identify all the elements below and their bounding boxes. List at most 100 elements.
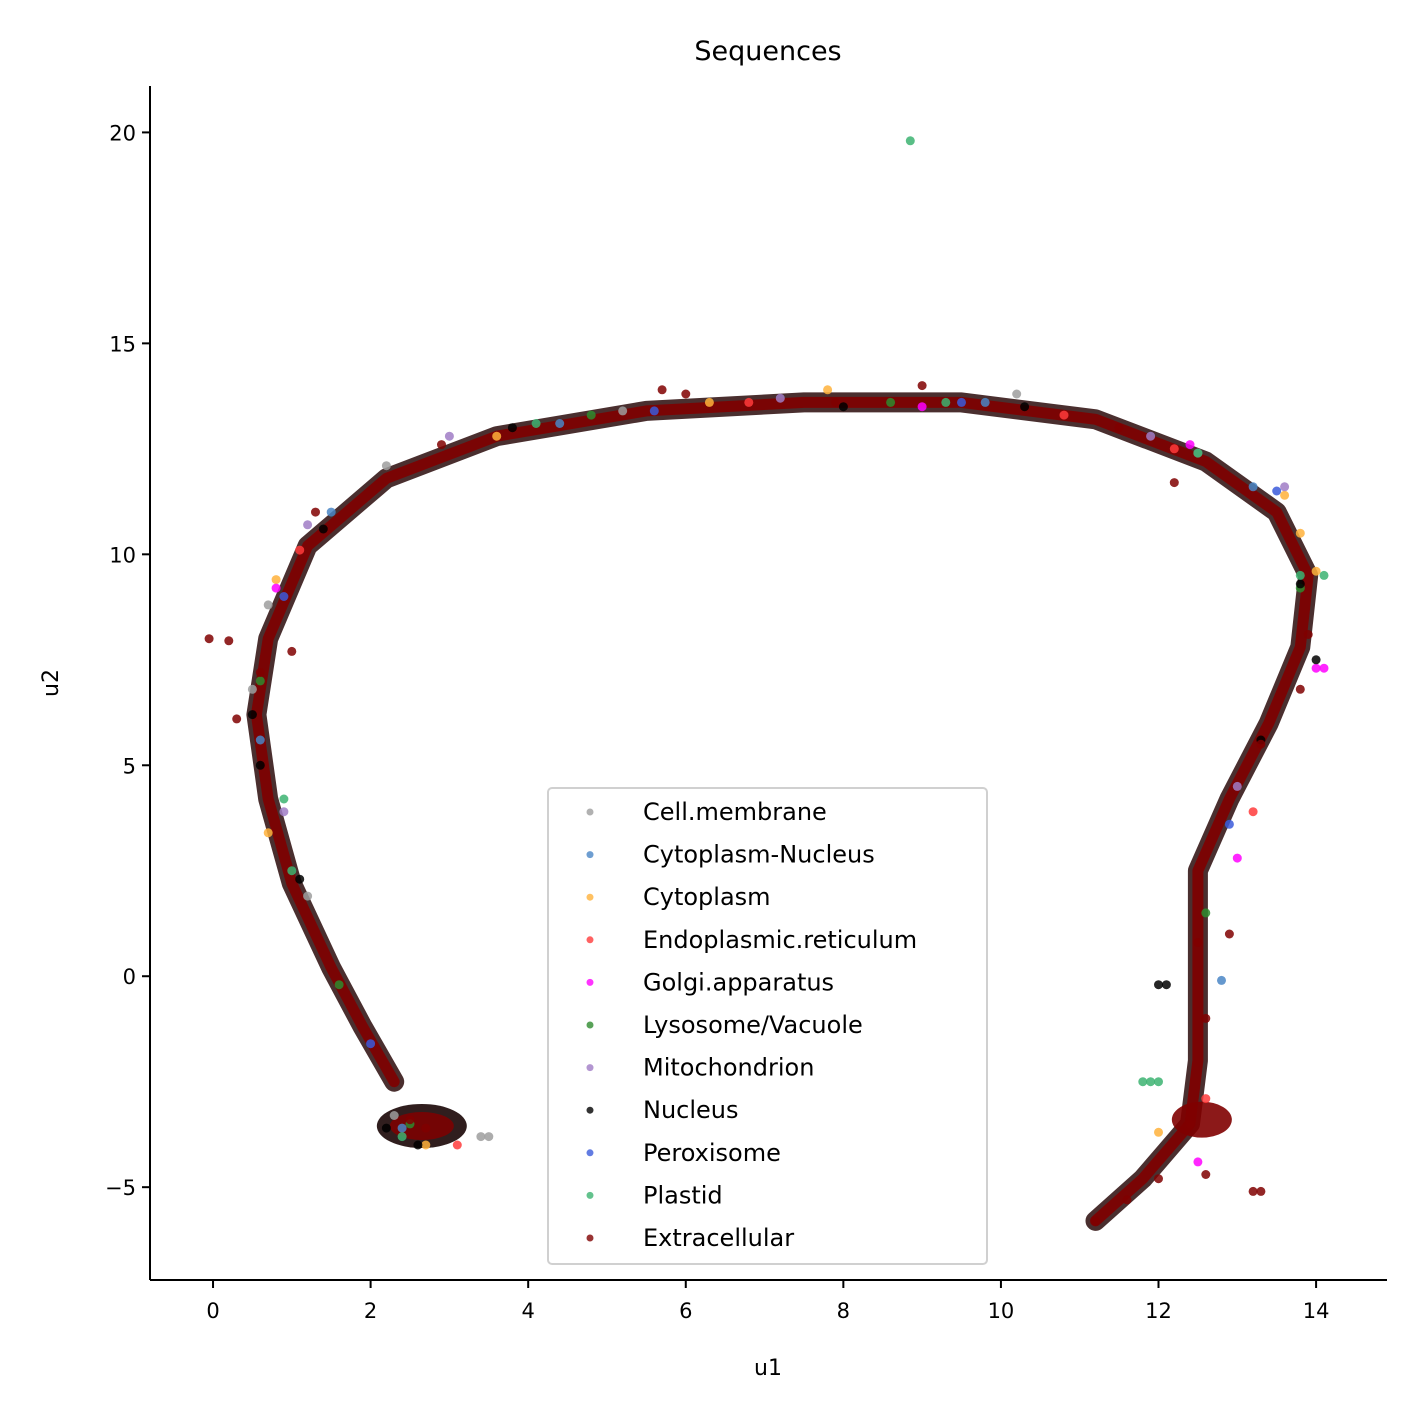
data-point <box>1154 980 1163 990</box>
data-point <box>1154 1077 1163 1087</box>
x-tick-label: 6 <box>679 1299 692 1323</box>
legend-label: Lysosome/Vacuole <box>643 1011 863 1039</box>
data-point <box>326 507 336 517</box>
data-point <box>886 397 896 407</box>
data-point <box>1303 630 1313 639</box>
data-point <box>1311 655 1321 665</box>
data-point <box>1280 482 1290 492</box>
data-point <box>287 866 297 876</box>
x-tick-label: 10 <box>988 1299 1015 1323</box>
data-point <box>1059 410 1069 420</box>
data-point <box>775 393 785 403</box>
legend-label: Endoplasmic.reticulum <box>643 926 917 954</box>
data-point <box>1248 482 1258 492</box>
data-point <box>1185 440 1195 450</box>
data-point <box>1319 570 1329 580</box>
data-point <box>311 507 320 517</box>
legend-marker <box>586 1021 594 1029</box>
legend-label: Mitochondrion <box>643 1054 814 1082</box>
y-tick-label: 10 <box>109 543 136 567</box>
data-point <box>204 634 214 644</box>
legend-label: Peroxisome <box>643 1139 781 1167</box>
cluster-spread <box>1171 1101 1232 1138</box>
x-tick-label: 14 <box>1303 1299 1330 1323</box>
legend-label: Cell.membrane <box>643 798 827 826</box>
data-point <box>397 1123 407 1133</box>
data-point <box>271 575 281 585</box>
data-point <box>1146 431 1156 441</box>
data-point <box>1232 781 1242 791</box>
data-point <box>381 461 391 471</box>
data-point <box>444 431 454 441</box>
data-point <box>1193 1157 1203 1167</box>
data-point <box>255 668 265 677</box>
data-point <box>263 600 273 610</box>
data-point <box>389 1111 399 1120</box>
data-point <box>618 406 628 416</box>
data-point <box>823 385 833 395</box>
data-point <box>334 980 344 990</box>
data-point <box>224 636 234 646</box>
data-point <box>704 397 714 407</box>
data-point <box>492 431 502 441</box>
x-tick-label: 2 <box>364 1299 377 1323</box>
legend-marker <box>586 1191 594 1199</box>
data-point <box>1256 1186 1266 1196</box>
data-point <box>318 524 328 534</box>
legend-marker <box>586 808 594 816</box>
y-tick-label: 5 <box>123 754 136 778</box>
y-axis-ticks: −5 0 5 10 15 20 <box>105 121 150 1200</box>
data-point <box>507 423 517 433</box>
data-point <box>421 1123 431 1133</box>
legend-label: Nucleus <box>643 1096 739 1124</box>
data-point <box>1201 1013 1211 1023</box>
data-points <box>204 136 1329 1226</box>
data-point <box>247 710 257 720</box>
data-point <box>405 1115 415 1125</box>
data-point <box>1248 807 1258 817</box>
data-point <box>1295 528 1305 538</box>
data-point <box>287 646 297 656</box>
legend-marker <box>586 893 594 901</box>
data-point <box>905 136 915 146</box>
legend: Cell.membrane Cytoplasm-Nucleus Cytoplasm E… <box>547 787 988 1265</box>
data-point <box>1311 663 1321 673</box>
data-point <box>232 714 242 724</box>
data-point <box>957 397 966 407</box>
x-tick-label: 8 <box>837 1299 850 1323</box>
data-point <box>1193 938 1203 947</box>
data-point <box>1224 929 1234 939</box>
data-point <box>1311 566 1321 576</box>
data-point <box>1201 1094 1211 1104</box>
data-point <box>295 545 305 555</box>
legend-marker <box>586 1106 594 1114</box>
data-point <box>1169 478 1179 488</box>
legend-marker <box>586 936 594 944</box>
data-point <box>1169 444 1179 454</box>
data-point <box>831 397 840 407</box>
data-point <box>247 684 257 694</box>
data-point <box>279 794 289 804</box>
data-point <box>980 397 990 407</box>
legend-marker <box>586 851 594 859</box>
data-point <box>1138 1077 1148 1087</box>
y-tick-label: −5 <box>105 1176 136 1200</box>
data-point <box>941 397 951 407</box>
data-point <box>1154 1174 1163 1184</box>
data-point <box>1146 1077 1156 1087</box>
legend-box <box>547 787 988 1265</box>
data-point <box>917 381 927 391</box>
legend-marker <box>586 1149 594 1157</box>
x-axis-label: u1 <box>754 1356 782 1381</box>
data-point <box>263 828 273 838</box>
data-point <box>1248 1186 1258 1196</box>
point-cloud-band-core <box>250 396 1314 1227</box>
data-point <box>1232 853 1242 863</box>
data-point <box>303 891 313 901</box>
x-tick-label: 4 <box>522 1299 535 1323</box>
x-tick-label: 12 <box>1145 1299 1172 1323</box>
x-axis-ticks: 0 2 4 6 8 10 12 14 <box>206 1280 1329 1323</box>
data-point <box>1280 490 1290 500</box>
data-point <box>1295 684 1305 694</box>
